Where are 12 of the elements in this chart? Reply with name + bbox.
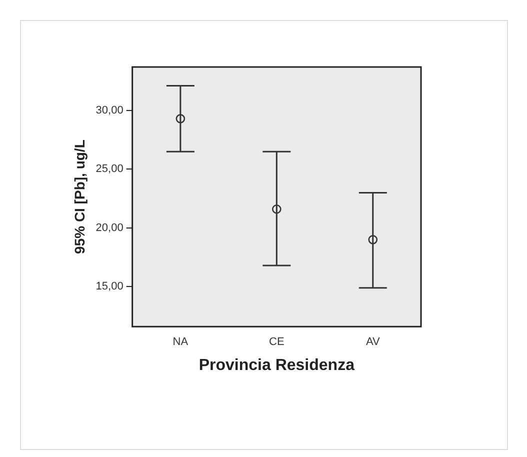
y-tick-label: 20,00	[96, 222, 124, 234]
x-tick-label: CE	[269, 336, 284, 348]
point	[272, 204, 282, 214]
y-tick-label: 25,00	[96, 163, 124, 176]
point	[368, 235, 378, 244]
x-axis-title: Provincia Residenza	[198, 356, 355, 374]
y-tick-label: 15,00	[96, 280, 124, 293]
x-tick-label: AV	[366, 336, 380, 348]
point	[176, 114, 186, 124]
x-tick-label: NA	[172, 336, 189, 348]
y-axis-title: 95% CI [Pb], ug/L	[71, 139, 88, 254]
y-tick-label: 30,00	[96, 104, 124, 116]
